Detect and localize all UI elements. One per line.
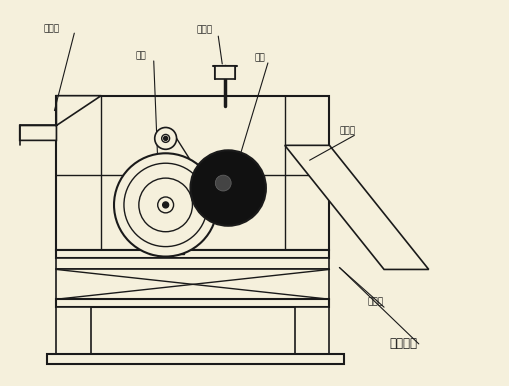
- Circle shape: [124, 163, 207, 247]
- Circle shape: [158, 197, 174, 213]
- Bar: [56, 250, 329, 257]
- Bar: [176, 242, 182, 250]
- Circle shape: [190, 150, 266, 226]
- Polygon shape: [20, 96, 101, 141]
- Bar: [153, 242, 159, 250]
- Circle shape: [163, 202, 168, 208]
- Circle shape: [164, 136, 167, 141]
- Bar: [56, 307, 91, 354]
- Bar: [295, 307, 329, 354]
- Text: 尾矿口: 尾矿口: [367, 298, 383, 307]
- Bar: [56, 96, 329, 250]
- Circle shape: [139, 178, 192, 232]
- Text: 送料口: 送料口: [44, 25, 60, 34]
- Bar: [46, 354, 345, 364]
- Text: 滚筒: 滚筒: [136, 51, 147, 61]
- Circle shape: [215, 175, 231, 191]
- Bar: [56, 269, 329, 299]
- Circle shape: [155, 127, 177, 149]
- Circle shape: [162, 134, 169, 142]
- Polygon shape: [285, 146, 429, 269]
- Bar: [56, 299, 329, 307]
- Bar: [215, 66, 235, 79]
- Bar: [56, 257, 329, 269]
- Text: 顺流下选: 顺流下选: [389, 337, 417, 350]
- Bar: [149, 247, 184, 254]
- Text: 磁辊: 磁辊: [255, 54, 266, 63]
- Text: 清水管: 清水管: [196, 26, 213, 35]
- Text: 出矿口: 出矿口: [340, 126, 355, 135]
- Circle shape: [114, 153, 217, 257]
